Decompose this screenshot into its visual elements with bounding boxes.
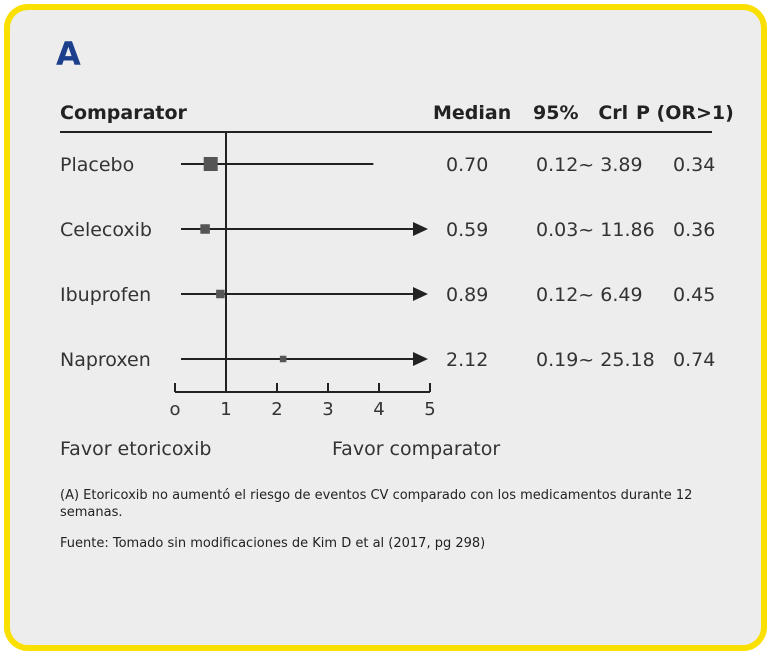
tick-label-2: 2	[271, 399, 283, 420]
median-marker-celecoxib	[200, 224, 210, 234]
row-label-naproxen: Naproxen	[60, 349, 151, 371]
row-p-naproxen: 0.74	[673, 349, 716, 371]
row-p-placebo: 0.34	[673, 154, 716, 176]
row-ci-placebo: 0.12~ 3.89	[536, 154, 643, 176]
favor-left-label: Favor etoricoxib	[60, 438, 212, 460]
figure-frame	[4, 4, 767, 651]
row-ci-celecoxib: 0.03~ 11.86	[536, 219, 655, 241]
favor-right-label: Favor comparator	[332, 438, 501, 460]
tick-label-3: 3	[322, 399, 334, 420]
row-p-ibuprofen: 0.45	[673, 284, 716, 306]
tick-label-5: 5	[424, 399, 436, 420]
header-comparator: Comparator	[60, 102, 187, 124]
tick-label-1: 1	[220, 399, 232, 420]
row-median-ibuprofen: 0.89	[446, 284, 489, 306]
median-marker-naproxen	[279, 355, 287, 363]
tick-label-0: o	[169, 399, 181, 420]
median-marker-ibuprofen	[216, 289, 225, 299]
tick-label-4: 4	[373, 399, 385, 420]
row-median-celecoxib: 0.59	[446, 219, 489, 241]
row-median-naproxen: 2.12	[446, 349, 489, 371]
header-median: Median	[433, 102, 512, 124]
header-ci: 95% Crl	[533, 102, 629, 124]
figure-source: Fuente: Tomado sin modificaciones de Kim…	[60, 536, 486, 551]
header-p: P (OR>1)	[636, 102, 734, 124]
ci-arrow-naproxen	[413, 352, 428, 366]
row-ci-naproxen: 0.19~ 25.18	[536, 349, 655, 371]
panel-label: A	[56, 35, 81, 73]
ci-arrow-celecoxib	[413, 222, 428, 236]
row-label-celecoxib: Celecoxib	[60, 219, 152, 241]
row-ci-ibuprofen: 0.12~ 6.49	[536, 284, 643, 306]
row-p-celecoxib: 0.36	[673, 219, 716, 241]
median-marker-placebo	[203, 157, 218, 171]
header-rule	[60, 131, 712, 133]
ci-arrow-ibuprofen	[413, 287, 428, 301]
row-median-placebo: 0.70	[446, 154, 489, 176]
figure-caption: (A) Etoricoxib no aumentó el riesgo de e…	[60, 488, 693, 520]
row-label-placebo: Placebo	[60, 154, 135, 176]
row-label-ibuprofen: Ibuprofen	[60, 284, 152, 306]
